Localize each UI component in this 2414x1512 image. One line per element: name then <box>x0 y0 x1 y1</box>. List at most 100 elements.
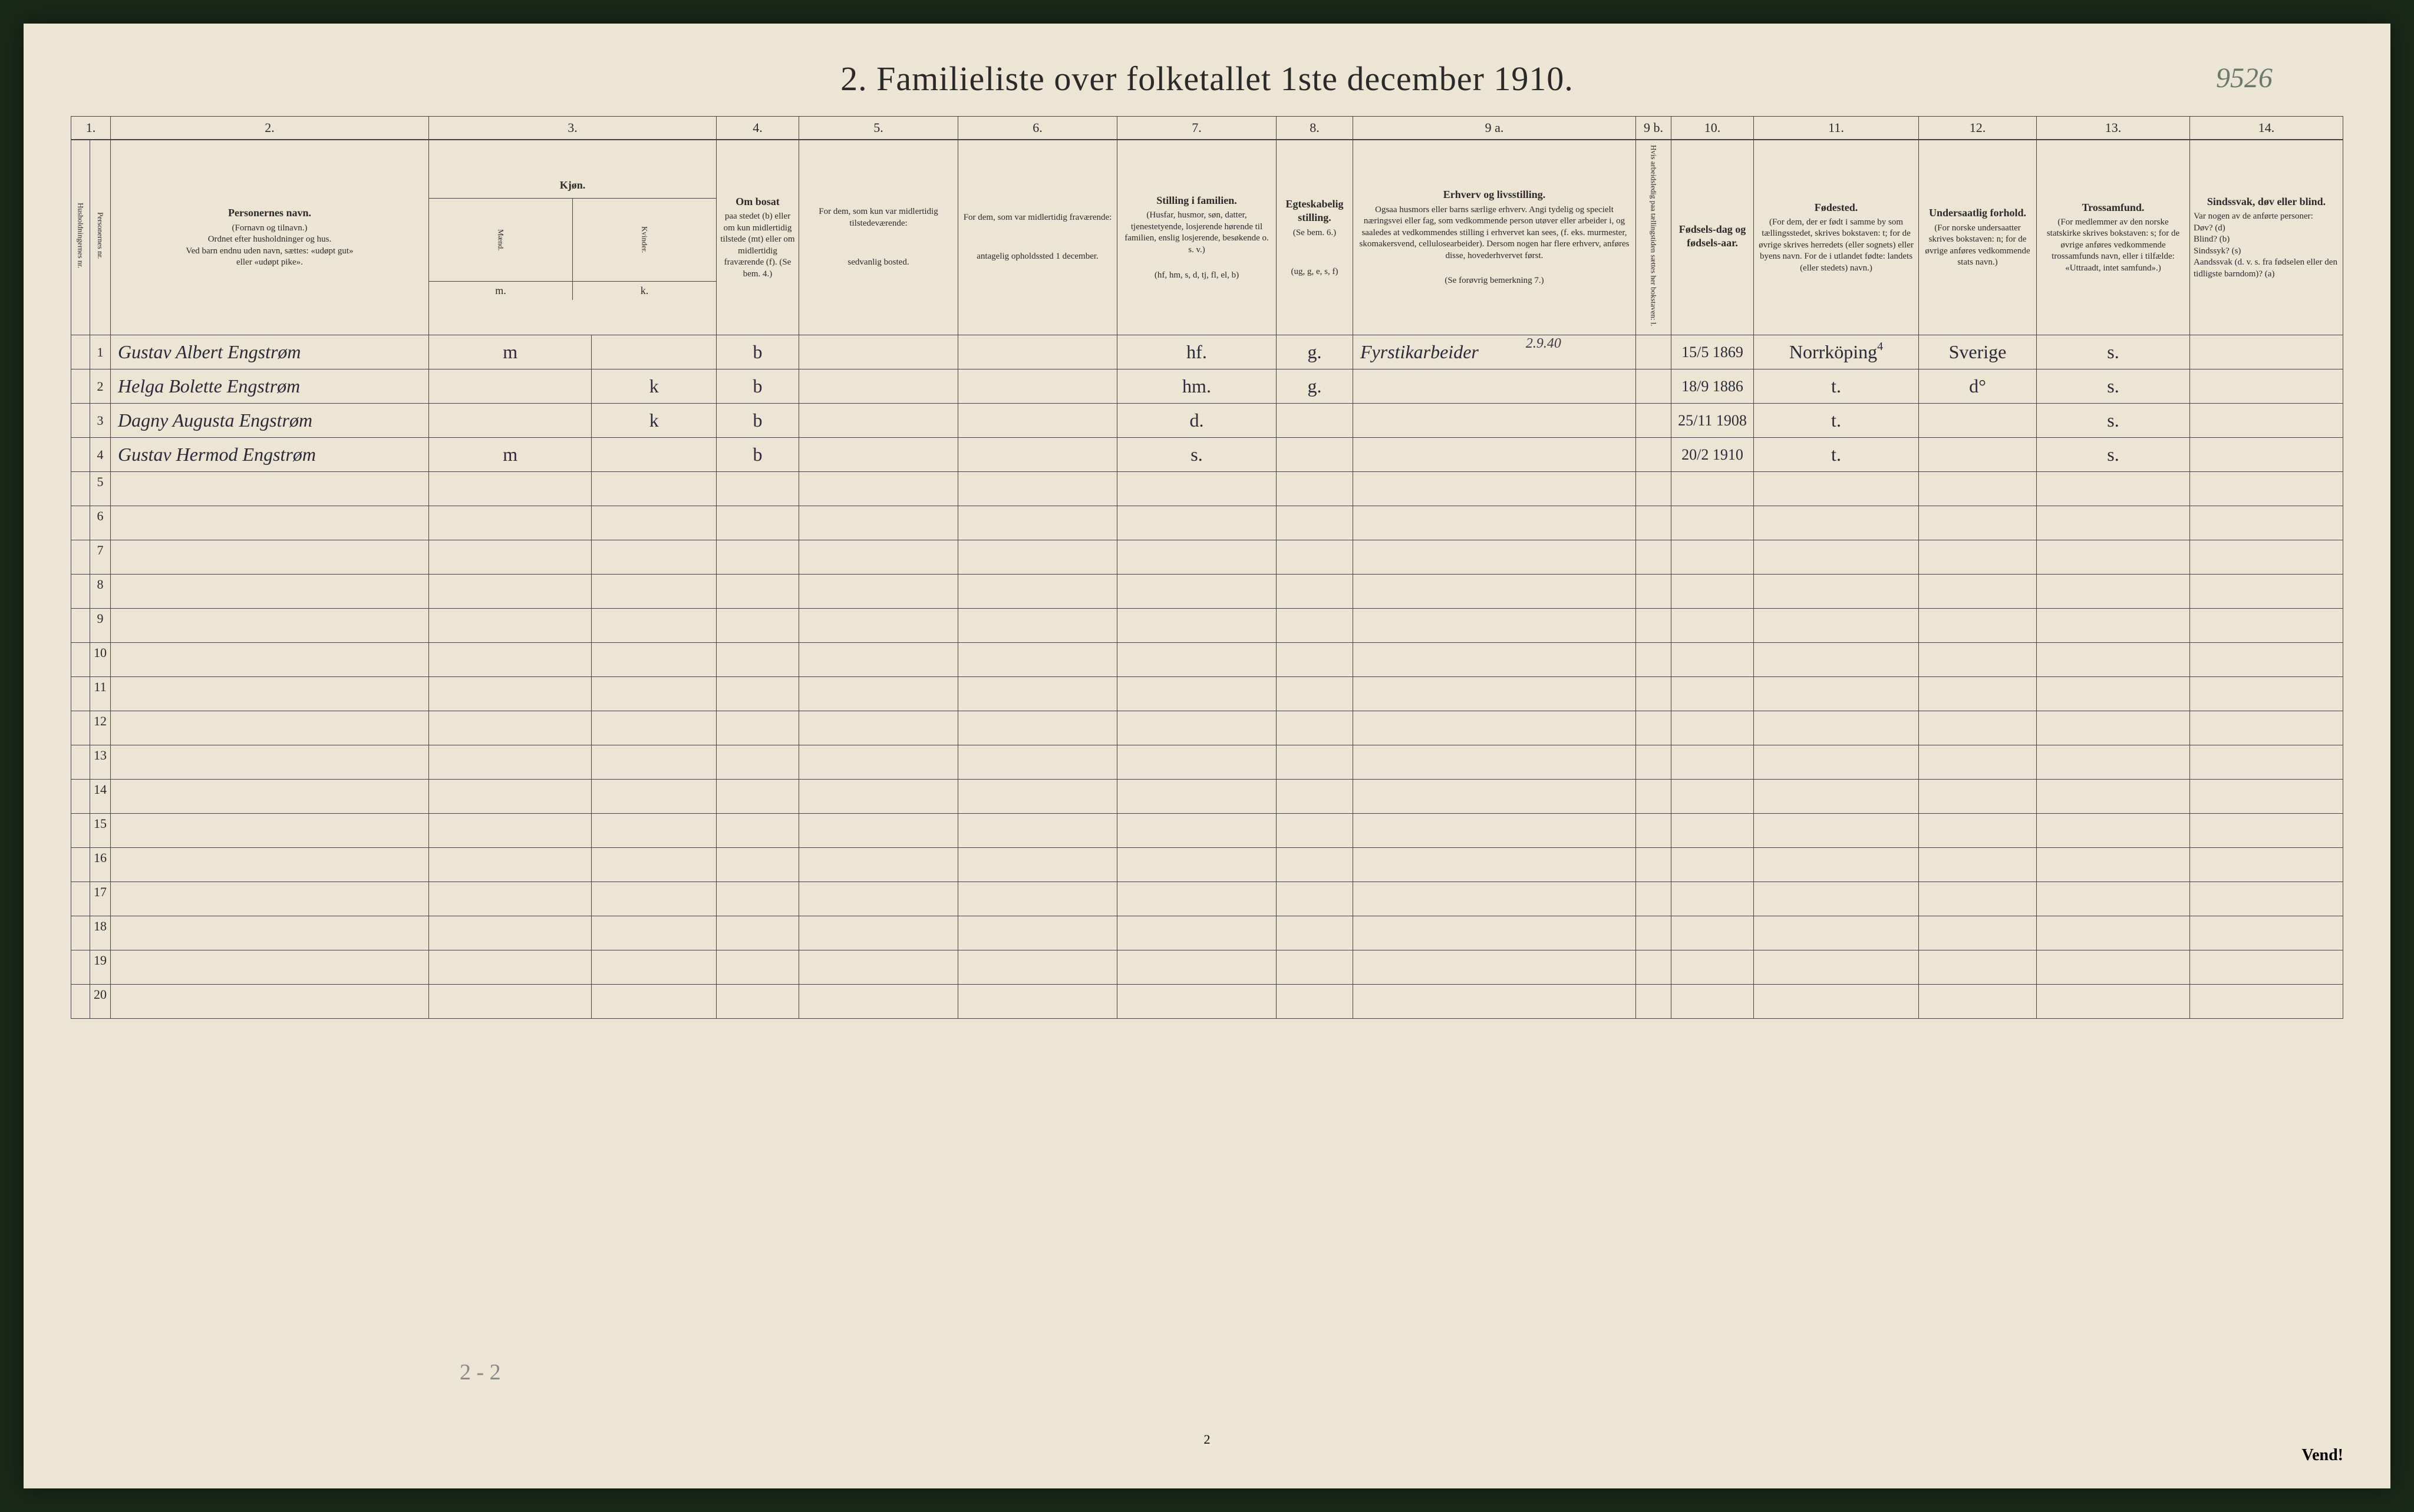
empty-cell <box>2190 540 2343 575</box>
empty-cell <box>429 745 592 780</box>
table-row-empty: 17 <box>71 882 2343 916</box>
header-sindssvak: Sindssvak, døv eller blind. Var nogen av… <box>2190 140 2343 335</box>
empty-cell <box>1117 916 1277 950</box>
footer: Vend! <box>71 1446 2343 1465</box>
empty-cell <box>1353 711 1636 745</box>
household-num-cell <box>71 369 90 404</box>
person-num-cell: 2 <box>90 369 111 404</box>
empty-cell <box>717 506 799 540</box>
col-num-9a: 9 a. <box>1353 117 1636 140</box>
empty-cell <box>1754 506 1919 540</box>
table-row-empty: 6 <box>71 506 2343 540</box>
empty-cell <box>1754 950 1919 985</box>
sex-m-cell: m <box>429 438 592 472</box>
empty-cell <box>111 609 429 643</box>
empty-cell <box>958 472 1117 506</box>
empty-cell <box>1277 643 1353 677</box>
empty-cell <box>592 814 717 848</box>
name-cell: Helga Bolette Engstrøm <box>111 369 429 404</box>
name-cell: Gustav Hermod Engstrøm <box>111 438 429 472</box>
empty-cell <box>958 643 1117 677</box>
empty-cell <box>1754 609 1919 643</box>
empty-cell <box>1754 848 1919 882</box>
stilling-cell: s. <box>1117 438 1277 472</box>
empty-cell <box>958 745 1117 780</box>
household-num-cell <box>71 438 90 472</box>
col6-cell <box>958 438 1117 472</box>
empty-cell <box>1754 540 1919 575</box>
census-table: 1. 2. 3. 4. 5. 6. 7. 8. 9 a. 9 b. 10. 11… <box>71 116 2343 1019</box>
empty-cell <box>1919 643 2037 677</box>
person-num-cell: 20 <box>90 985 111 1019</box>
empty-cell <box>1636 643 1671 677</box>
col-num-10: 10. <box>1671 117 1754 140</box>
empty-cell <box>1636 711 1671 745</box>
empty-cell <box>1277 677 1353 711</box>
person-num-cell: 15 <box>90 814 111 848</box>
empty-cell <box>799 540 958 575</box>
header-erhverv: Erhverv og livsstilling. Ogsaa husmors e… <box>1353 140 1636 335</box>
household-num-cell <box>71 780 90 814</box>
empty-cell <box>717 780 799 814</box>
col14-cell <box>2190 404 2343 438</box>
empty-cell <box>111 780 429 814</box>
person-num-cell: 1 <box>90 335 111 369</box>
empty-cell <box>1754 575 1919 609</box>
empty-cell <box>2190 643 2343 677</box>
empty-cell <box>2190 677 2343 711</box>
household-num-cell <box>71 643 90 677</box>
empty-cell <box>1919 540 2037 575</box>
empty-cell <box>1353 540 1636 575</box>
header-fodsel: Fødsels-dag og fødsels-aar. <box>1671 140 1754 335</box>
empty-cell <box>1671 950 1754 985</box>
empty-cell <box>1919 985 2037 1019</box>
person-num-cell: 4 <box>90 438 111 472</box>
empty-cell <box>2037 882 2190 916</box>
empty-cell <box>2037 985 2190 1019</box>
empty-cell <box>1117 780 1277 814</box>
empty-cell <box>1919 472 2037 506</box>
table-header: 1. 2. 3. 4. 5. 6. 7. 8. 9 a. 9 b. 10. 11… <box>71 117 2343 335</box>
bosat-cell: b <box>717 404 799 438</box>
empty-cell <box>958 848 1117 882</box>
empty-cell <box>799 472 958 506</box>
table-row-empty: 19 <box>71 950 2343 985</box>
empty-cell <box>717 745 799 780</box>
sex-m-cell: m <box>429 335 592 369</box>
col6-cell <box>958 335 1117 369</box>
empty-cell <box>1919 506 2037 540</box>
empty-cell <box>429 882 592 916</box>
empty-cell <box>799 711 958 745</box>
sex-m-cell <box>429 369 592 404</box>
empty-cell <box>958 916 1117 950</box>
empty-cell <box>1353 780 1636 814</box>
table-row-empty: 5 <box>71 472 2343 506</box>
table-row-empty: 10 <box>71 643 2343 677</box>
empty-cell <box>1754 916 1919 950</box>
empty-cell <box>799 814 958 848</box>
empty-cell <box>1671 506 1754 540</box>
empty-cell <box>1754 711 1919 745</box>
empty-cell <box>429 711 592 745</box>
empty-cell <box>111 985 429 1019</box>
person-num-cell: 16 <box>90 848 111 882</box>
col14-cell <box>2190 335 2343 369</box>
empty-cell <box>2190 985 2343 1019</box>
table-row-empty: 20 <box>71 985 2343 1019</box>
empty-cell <box>592 472 717 506</box>
empty-cell <box>2190 882 2343 916</box>
empty-cell <box>1117 950 1277 985</box>
person-num-cell: 11 <box>90 677 111 711</box>
empty-cell <box>1919 609 2037 643</box>
empty-cell <box>111 643 429 677</box>
col-num-2: 2. <box>111 117 429 140</box>
empty-cell <box>1117 711 1277 745</box>
household-num-cell <box>71 711 90 745</box>
empty-cell <box>799 745 958 780</box>
person-num-cell: 12 <box>90 711 111 745</box>
empty-cell <box>2190 609 2343 643</box>
empty-cell <box>429 985 592 1019</box>
empty-cell <box>1919 711 2037 745</box>
table-body: 1 Gustav Albert Engstrøm m b hf. g. Fyrs… <box>71 335 2343 1019</box>
empty-cell <box>1277 950 1353 985</box>
